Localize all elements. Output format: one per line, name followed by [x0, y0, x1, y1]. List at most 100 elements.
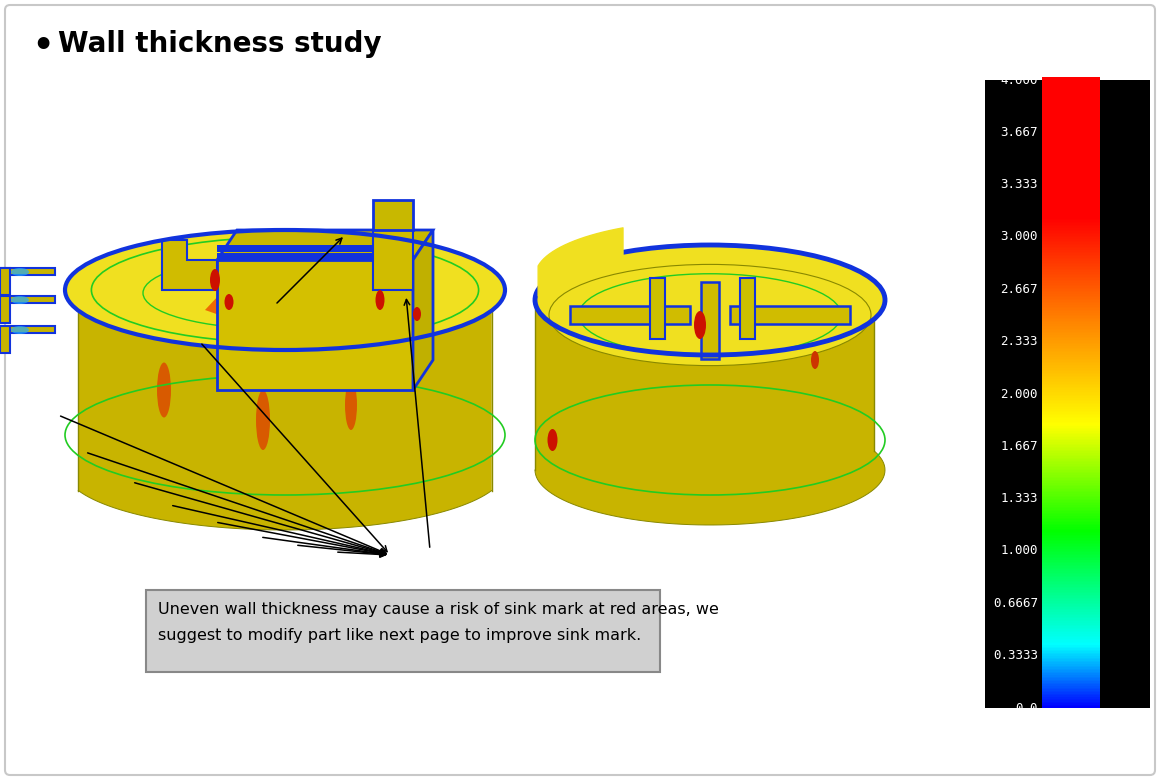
Bar [1042, 691, 1100, 694]
Bar [1042, 646, 1100, 648]
Bar [1042, 140, 1100, 143]
Bar [1042, 100, 1100, 102]
Bar [1042, 442, 1100, 445]
Bar [1042, 167, 1100, 170]
Text: Wall thickness study: Wall thickness study [58, 30, 382, 58]
Bar [1042, 419, 1100, 421]
Bar [1042, 490, 1100, 492]
Ellipse shape [535, 245, 885, 355]
Ellipse shape [694, 311, 706, 339]
Bar [1042, 433, 1100, 436]
Bar [1042, 219, 1100, 222]
Bar [1042, 250, 1100, 254]
Bar [1042, 79, 1100, 82]
Polygon shape [217, 253, 413, 260]
Text: 1.000: 1.000 [1000, 544, 1038, 558]
Bar [1042, 425, 1100, 428]
Bar [1042, 699, 1100, 702]
Bar [1042, 590, 1100, 593]
Bar [1042, 561, 1100, 563]
Bar [1042, 264, 1100, 268]
Bar [1042, 570, 1100, 573]
Bar [1042, 254, 1100, 257]
Bar [1042, 235, 1100, 237]
Bar [1042, 210, 1100, 212]
Bar [1042, 307, 1100, 310]
Bar [1042, 285, 1100, 288]
Bar [1042, 417, 1100, 420]
Polygon shape [0, 268, 10, 295]
Bar [1042, 331, 1100, 333]
Bar [1042, 622, 1100, 625]
Bar [1042, 638, 1100, 640]
Bar [1042, 85, 1100, 88]
Bar [1042, 391, 1100, 393]
Bar [1042, 323, 1100, 325]
Bar [1042, 334, 1100, 336]
Polygon shape [217, 245, 413, 252]
Bar [1042, 181, 1100, 184]
Bar [1042, 136, 1100, 138]
Bar [1042, 101, 1100, 104]
Bar [1042, 420, 1100, 423]
Text: 2.667: 2.667 [1000, 283, 1038, 296]
Bar [1042, 562, 1100, 565]
Bar [1042, 488, 1100, 491]
Polygon shape [162, 240, 217, 290]
Bar [1042, 479, 1100, 481]
Bar [1042, 295, 1100, 297]
Polygon shape [701, 282, 719, 359]
Bar [1042, 658, 1100, 661]
Bar [1042, 191, 1100, 193]
Bar [1042, 595, 1100, 597]
Bar [1042, 119, 1100, 121]
Bar [1042, 202, 1100, 204]
Bar [1042, 151, 1100, 154]
Bar [1042, 493, 1100, 495]
Bar [1042, 623, 1100, 626]
Bar [1042, 620, 1100, 623]
Ellipse shape [10, 296, 29, 304]
Bar [1042, 309, 1100, 311]
Bar [1042, 397, 1100, 399]
Bar [1042, 573, 1100, 576]
Bar [1042, 611, 1100, 614]
Bar [1042, 474, 1100, 477]
Bar [1042, 463, 1100, 466]
Bar [1042, 114, 1100, 116]
Bar [1042, 173, 1100, 176]
Bar [1042, 600, 1100, 602]
Bar [1042, 422, 1100, 424]
Bar [1042, 454, 1100, 456]
Bar [1042, 542, 1100, 544]
Bar [1042, 122, 1100, 124]
Text: 3.000: 3.000 [1000, 231, 1038, 243]
Bar [1042, 296, 1100, 299]
Bar [1042, 439, 1100, 442]
Bar [1042, 276, 1100, 278]
Bar [1042, 466, 1100, 469]
Bar [1042, 321, 1100, 324]
Bar [1042, 244, 1100, 246]
Polygon shape [217, 260, 413, 390]
Polygon shape [730, 306, 850, 324]
Text: 0.3333: 0.3333 [993, 649, 1038, 662]
Bar [1042, 416, 1100, 418]
Bar [1042, 139, 1100, 141]
Bar [1042, 535, 1100, 538]
Bar [1042, 363, 1100, 365]
Bar [1042, 406, 1100, 409]
Bar [1042, 572, 1100, 574]
Bar [1042, 263, 1100, 266]
Bar [1042, 584, 1100, 587]
Bar [1042, 550, 1100, 552]
Bar [1042, 496, 1100, 498]
Bar [1042, 410, 1100, 412]
Text: Uneven wall thickness may cause a risk of sink mark at red areas, we: Uneven wall thickness may cause a risk o… [158, 602, 719, 617]
Bar [1042, 473, 1100, 475]
Bar [1042, 115, 1100, 118]
Bar [1042, 357, 1100, 360]
Bar [1042, 120, 1100, 122]
Bar [1042, 224, 1100, 226]
Bar [1042, 247, 1100, 250]
